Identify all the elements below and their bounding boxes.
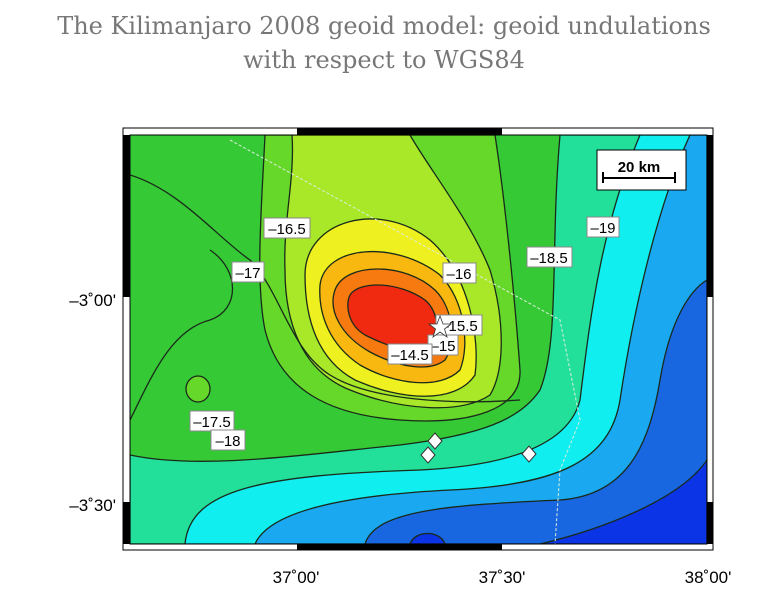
frame-tick-top xyxy=(297,128,502,135)
contour-line xyxy=(130,174,521,403)
contour-label: –18.5 xyxy=(530,250,568,267)
frame-tick-left xyxy=(123,135,130,297)
y-tick-label: –3˚30' xyxy=(69,496,116,515)
contour-label: –16 xyxy=(446,266,471,283)
contour-label: –15.5 xyxy=(440,318,478,335)
diamond-icon xyxy=(420,446,436,464)
frame-tick-right xyxy=(707,135,713,297)
title-line-1: The Kilimanjaro 2008 geoid model: geoid … xyxy=(57,12,711,40)
contour-label: –19 xyxy=(590,220,615,237)
contour-label: –18 xyxy=(215,433,240,450)
title-line-2: with respect to WGS84 xyxy=(243,46,525,74)
contour-label: –14.5 xyxy=(391,347,429,364)
contour-labels: –16.5 –17 –16 –15.5 –15 –14.5 –17.5 –18 … xyxy=(189,216,620,451)
scale-bar-box xyxy=(596,149,687,191)
contour-label: –15 xyxy=(430,338,455,355)
diamond-icon xyxy=(521,445,537,463)
y-tick-label: –3˚00' xyxy=(69,291,116,310)
x-tick-label: 38˚00' xyxy=(685,568,732,587)
x-tick-label: 37˚30' xyxy=(479,568,526,587)
border-line xyxy=(229,139,581,544)
diamond-icon xyxy=(427,432,443,450)
scale-bar xyxy=(602,172,676,183)
region-blue xyxy=(364,279,707,544)
x-tick-label: 37˚00' xyxy=(273,568,320,587)
scale-bar-label: 20 km xyxy=(618,159,661,176)
contour-line xyxy=(130,249,233,421)
contour-closed-loop xyxy=(185,375,211,403)
contour-label: –16.5 xyxy=(268,221,306,238)
star-icon xyxy=(427,314,453,339)
contour-label: –17.5 xyxy=(193,414,231,431)
frame-tick-bottom xyxy=(297,544,502,550)
contour-label: –17 xyxy=(235,265,260,282)
